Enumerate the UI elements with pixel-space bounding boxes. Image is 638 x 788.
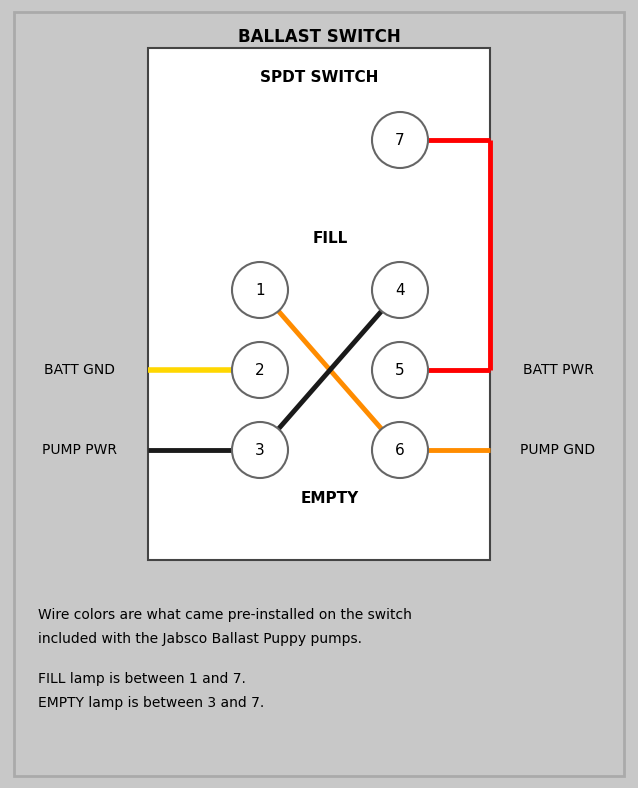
- Circle shape: [372, 262, 428, 318]
- Text: 3: 3: [255, 443, 265, 458]
- Text: 1: 1: [255, 283, 265, 298]
- Text: SPDT SWITCH: SPDT SWITCH: [260, 70, 378, 85]
- Circle shape: [372, 112, 428, 168]
- Text: PUMP PWR: PUMP PWR: [43, 443, 117, 457]
- Text: Wire colors are what came pre-installed on the switch: Wire colors are what came pre-installed …: [38, 608, 412, 622]
- Text: FILL lamp is between 1 and 7.: FILL lamp is between 1 and 7.: [38, 672, 246, 686]
- Text: EMPTY: EMPTY: [301, 490, 359, 505]
- Text: 6: 6: [395, 443, 405, 458]
- Text: BATT GND: BATT GND: [45, 363, 115, 377]
- Text: FILL: FILL: [313, 231, 348, 246]
- Bar: [148, 48, 490, 560]
- Text: BALLAST SWITCH: BALLAST SWITCH: [237, 28, 401, 46]
- Circle shape: [232, 262, 288, 318]
- Text: BATT PWR: BATT PWR: [523, 363, 593, 377]
- Text: included with the Jabsco Ballast Puppy pumps.: included with the Jabsco Ballast Puppy p…: [38, 632, 362, 646]
- Text: 7: 7: [395, 132, 405, 147]
- Text: 2: 2: [255, 362, 265, 377]
- Text: PUMP GND: PUMP GND: [521, 443, 595, 457]
- Text: 4: 4: [395, 283, 405, 298]
- Circle shape: [372, 342, 428, 398]
- Text: 5: 5: [395, 362, 405, 377]
- Circle shape: [232, 342, 288, 398]
- Text: EMPTY lamp is between 3 and 7.: EMPTY lamp is between 3 and 7.: [38, 696, 264, 710]
- Circle shape: [232, 422, 288, 478]
- Circle shape: [372, 422, 428, 478]
